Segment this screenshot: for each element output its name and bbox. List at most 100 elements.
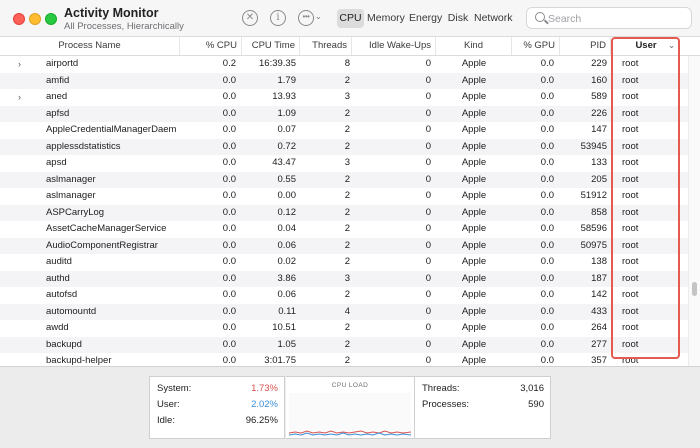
column-header-pid[interactable]: PID bbox=[560, 37, 611, 55]
cpu-cell: 0.0 bbox=[222, 239, 236, 251]
idle-wake-ups-cell: 0 bbox=[425, 58, 431, 69]
gpu-cell: 0.0 bbox=[540, 289, 554, 300]
search-input[interactable] bbox=[548, 11, 688, 26]
cpu-cell: 0.0 bbox=[222, 140, 236, 152]
kind-cell: Apple bbox=[461, 239, 487, 251]
table-row[interactable]: backupd 0.0 1.05 2 0 Apple 0.0 277 root bbox=[0, 336, 688, 353]
cpu-usage-stats: System: 1.73% User: 2.02% Idle: 96.25% bbox=[149, 376, 285, 439]
process-name-cell: aslmanager bbox=[46, 173, 96, 185]
kind-cell: Apple bbox=[461, 173, 487, 185]
system-label: System: bbox=[157, 383, 192, 394]
cpu-load-graph: CPU LOAD bbox=[286, 376, 414, 439]
pid-cell: 357 bbox=[591, 355, 607, 366]
table-row[interactable]: autofsd 0.0 0.06 2 0 Apple 0.0 142 root bbox=[0, 287, 688, 304]
gpu-cell: 0.0 bbox=[540, 355, 554, 366]
sort-chevron-icon: ⌄ bbox=[668, 41, 675, 50]
process-count-stats: Threads: 3,016 Processes: 590 bbox=[414, 376, 551, 439]
cpu-time-cell: 10.51 bbox=[272, 322, 296, 333]
threads-cell: 2 bbox=[344, 124, 350, 135]
column-header-threads[interactable]: Threads bbox=[300, 37, 352, 55]
process-name-cell: amfid bbox=[46, 74, 70, 86]
table-row[interactable]: AudioComponentRegistrar 0.0 0.06 2 0 Apple 0.0… bbox=[0, 237, 688, 254]
threads-cell: 3 bbox=[344, 91, 350, 102]
cpu-cell: 0.0 bbox=[222, 256, 236, 267]
inspect-process-icon[interactable]: i bbox=[270, 10, 286, 26]
gpu-cell: 0.0 bbox=[540, 124, 554, 135]
column-header-gpu[interactable]: % GPU bbox=[512, 37, 560, 55]
table-row[interactable]: apsd 0.0 43.47 3 0 Apple 0.0 133 root bbox=[0, 155, 688, 172]
gpu-cell: 0.0 bbox=[540, 140, 554, 152]
cpu-summary-panel: System: 1.73% User: 2.02% Idle: 96.25% C… bbox=[0, 366, 700, 448]
ellipsis-circle-icon[interactable]: ••• bbox=[298, 10, 314, 26]
search-field[interactable] bbox=[526, 7, 692, 29]
table-row[interactable]: applessdstatistics 0.0 0.72 2 0 Apple 0.0 53945… bbox=[0, 138, 688, 155]
table-row[interactable]: ASPCarryLog 0.0 0.12 2 0 Apple 0.0 858 root bbox=[0, 204, 688, 221]
gpu-cell: 0.0 bbox=[540, 256, 554, 267]
user-cell: root bbox=[622, 239, 639, 251]
minimize-window-button[interactable] bbox=[29, 13, 41, 25]
tab-energy[interactable]: Energy bbox=[409, 12, 443, 24]
process-name-cell: ASPCarryLog bbox=[46, 206, 105, 218]
column-header: Process Name % CPU CPU Time Threads Idle… bbox=[0, 37, 700, 56]
idle-wake-ups-cell: 0 bbox=[425, 256, 431, 267]
kind-cell: Apple bbox=[461, 305, 487, 317]
vertical-scrollbar[interactable] bbox=[688, 56, 700, 366]
scrollbar-thumb[interactable] bbox=[692, 282, 697, 296]
table-row[interactable]: AssetCacheManagerService 0.0 0.04 2 0 Apple 0.… bbox=[0, 221, 688, 238]
cpu-cell: 0.0 bbox=[222, 157, 236, 168]
pid-cell: 147 bbox=[591, 124, 607, 135]
cpu-time-cell: 0.00 bbox=[277, 190, 297, 201]
column-header-cpu[interactable]: % CPU bbox=[180, 37, 242, 55]
cpu-cell: 0.0 bbox=[222, 272, 236, 284]
kind-cell: Apple bbox=[461, 124, 487, 135]
kind-cell: Apple bbox=[461, 140, 487, 152]
table-row[interactable]: automountd 0.0 0.11 4 0 Apple 0.0 433 root bbox=[0, 303, 688, 320]
idle-wake-ups-cell: 0 bbox=[425, 124, 431, 135]
tab-disk[interactable]: Disk bbox=[447, 12, 469, 24]
cpu-cell: 0.0 bbox=[222, 322, 236, 333]
table-row[interactable]: › aned 0.0 13.93 3 0 Apple 0.0 589 root bbox=[0, 89, 688, 106]
column-header-cpu-time[interactable]: CPU Time bbox=[242, 37, 300, 55]
tab-memory[interactable]: Memory bbox=[367, 12, 405, 24]
table-row[interactable]: awdd 0.0 10.51 2 0 Apple 0.0 264 root bbox=[0, 320, 688, 337]
disclosure-chevron-icon[interactable]: › bbox=[18, 92, 21, 102]
pid-cell: 160 bbox=[591, 74, 607, 86]
zoom-window-button[interactable] bbox=[45, 13, 57, 25]
disclosure-chevron-icon[interactable]: › bbox=[18, 59, 21, 69]
table-row[interactable]: amfid 0.0 1.79 2 0 Apple 0.0 160 root bbox=[0, 72, 688, 89]
column-header-idle-wake-ups[interactable]: Idle Wake-Ups bbox=[352, 37, 436, 55]
column-header-user-label: User bbox=[635, 40, 657, 51]
table-row[interactable]: aslmanager 0.0 0.55 2 0 Apple 0.0 205 root bbox=[0, 171, 688, 188]
idle-wake-ups-cell: 0 bbox=[425, 157, 431, 168]
cpu-time-cell: 0.07 bbox=[277, 124, 297, 135]
table-row[interactable]: backupd-helper 0.0 3:01.75 2 0 Apple 0.0 357 roo… bbox=[0, 353, 688, 366]
user-cell: root bbox=[622, 140, 639, 152]
table-row[interactable]: AppleCredentialManagerDaemon 0.0 0.07 2 0 App… bbox=[0, 122, 688, 139]
tab-network[interactable]: Network bbox=[474, 12, 513, 24]
cpu-cell: 0.0 bbox=[222, 206, 236, 218]
cpu-time-cell: 13.93 bbox=[272, 91, 296, 102]
threads-cell: 2 bbox=[344, 289, 350, 300]
column-header-process-name[interactable]: Process Name bbox=[0, 37, 180, 55]
pid-cell: 858 bbox=[591, 206, 607, 218]
table-row[interactable]: › airportd 0.2 16:39.35 8 0 Apple 0.0 229 root bbox=[0, 56, 688, 73]
close-window-button[interactable] bbox=[13, 13, 25, 25]
cpu-load-title: CPU LOAD bbox=[331, 382, 369, 389]
threads-cell: 2 bbox=[344, 239, 350, 251]
column-header-kind[interactable]: Kind bbox=[436, 37, 512, 55]
threads-cell: 3 bbox=[344, 272, 350, 284]
gpu-cell: 0.0 bbox=[540, 223, 554, 234]
chevron-down-icon[interactable]: ⌄ bbox=[315, 12, 322, 21]
stop-process-icon[interactable]: ✕ bbox=[242, 10, 258, 26]
window-subtitle[interactable]: All Processes, Hierarchically bbox=[64, 21, 184, 32]
column-header-user[interactable]: User ⌄ bbox=[611, 37, 681, 55]
cpu-cell: 0.0 bbox=[222, 289, 236, 300]
table-row[interactable]: auditd 0.0 0.02 2 0 Apple 0.0 138 root bbox=[0, 254, 688, 271]
tab-cpu[interactable]: CPU bbox=[337, 9, 364, 28]
kind-cell: Apple bbox=[461, 272, 487, 284]
kind-cell: Apple bbox=[461, 256, 487, 267]
process-name-cell: apsd bbox=[46, 157, 67, 168]
table-row[interactable]: authd 0.0 3.86 3 0 Apple 0.0 187 root bbox=[0, 270, 688, 287]
table-row[interactable]: aslmanager 0.0 0.00 2 0 Apple 0.0 51912 root bbox=[0, 188, 688, 205]
table-row[interactable]: apfsd 0.0 1.09 2 0 Apple 0.0 226 root bbox=[0, 105, 688, 122]
